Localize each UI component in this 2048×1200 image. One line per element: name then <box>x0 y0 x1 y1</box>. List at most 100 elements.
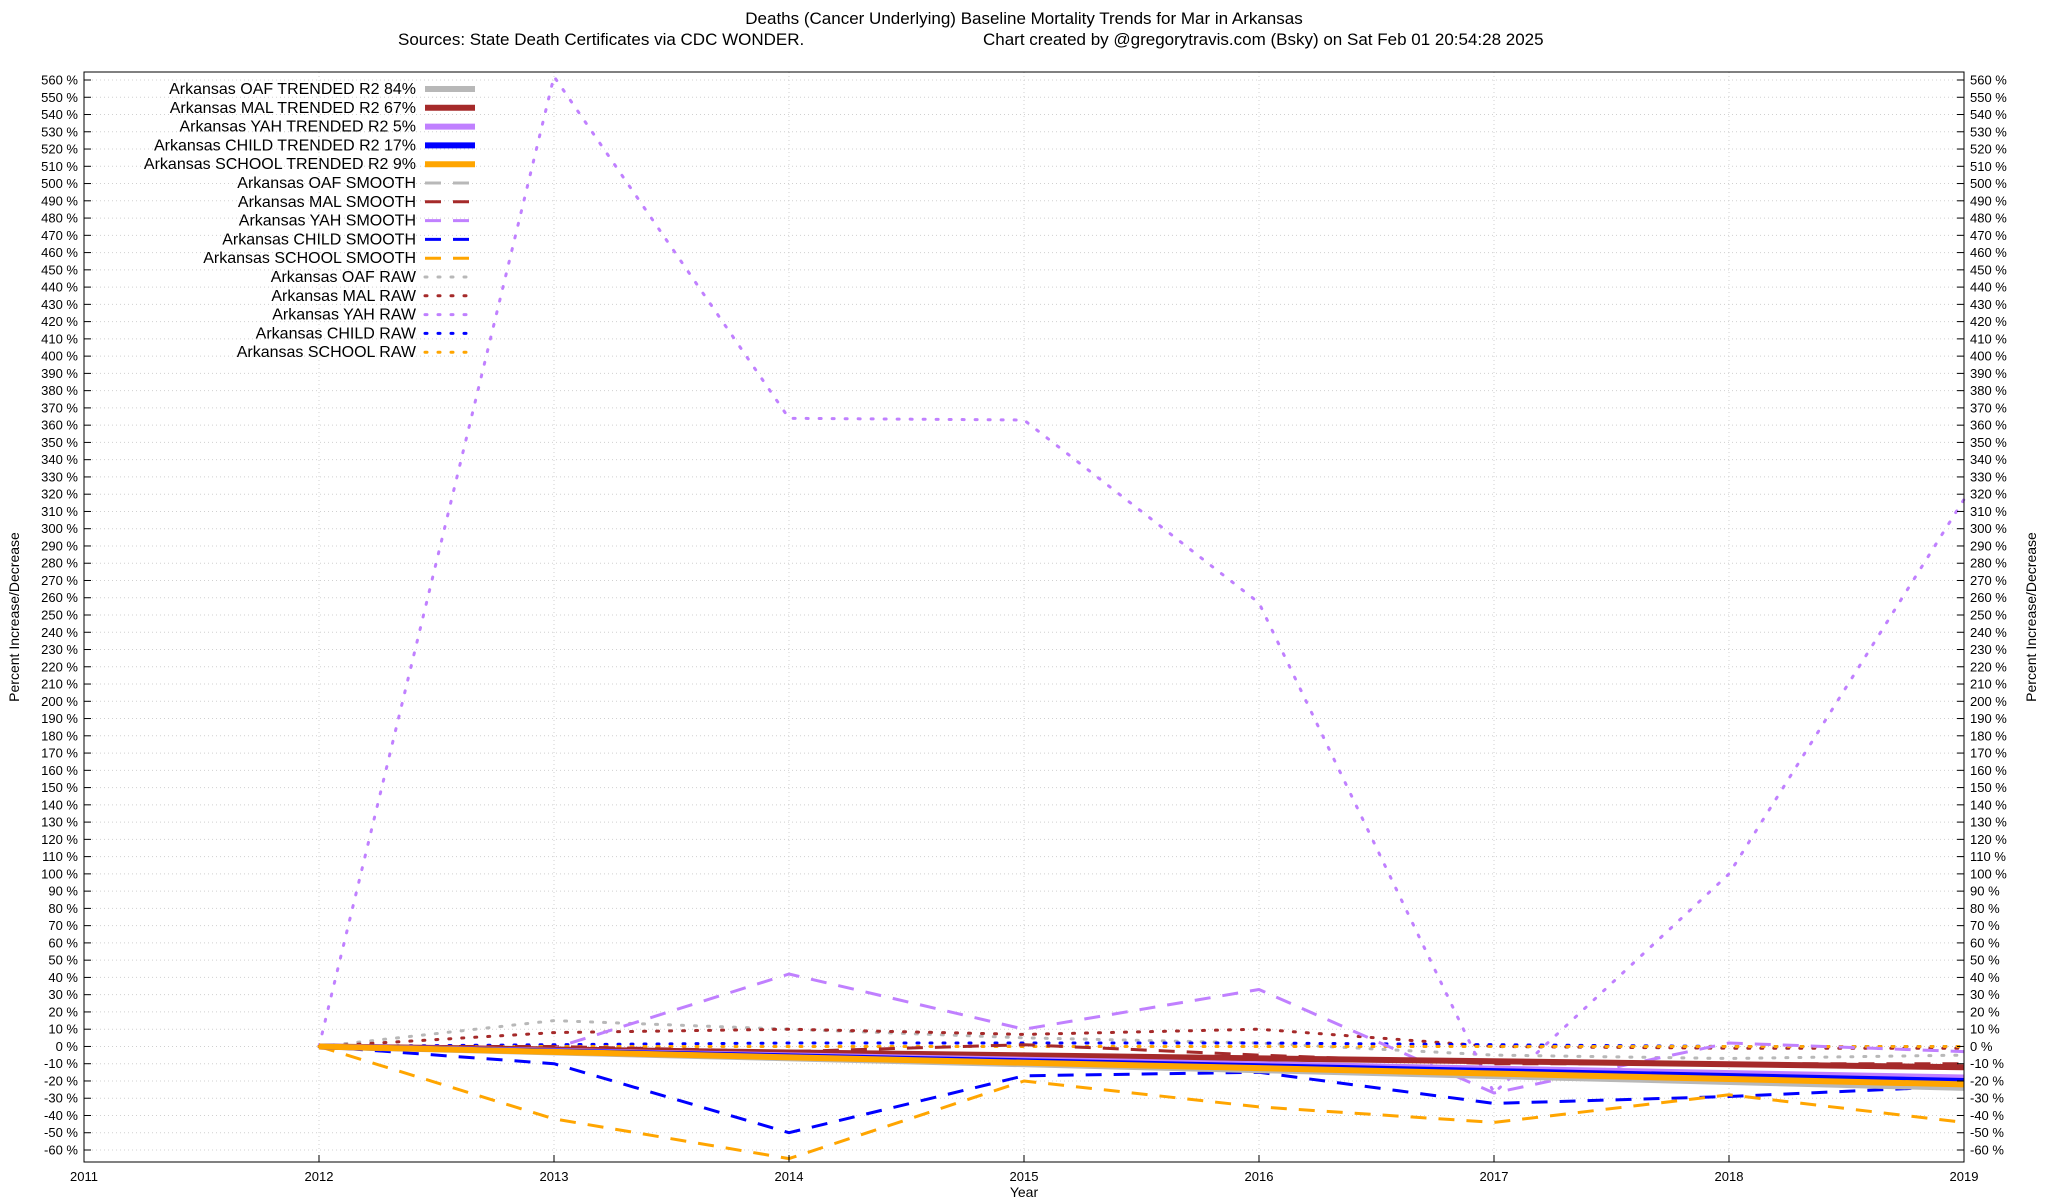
y-tick-label: 300 % <box>41 521 78 536</box>
legend-label: Arkansas YAH RAW <box>272 307 417 324</box>
legend-label: Arkansas OAF TRENDED R2 84% <box>169 81 416 98</box>
series-line-raw-12 <box>317 75 1966 1095</box>
y-tick-label: 450 % <box>41 262 78 277</box>
y2-tick-label: 70 % <box>1970 918 2000 933</box>
y2-tick-label: 440 % <box>1970 280 2007 295</box>
y2-tick-label: 90 % <box>1970 884 2000 899</box>
y-tick-label: -40 % <box>44 1108 78 1123</box>
y2-tick-label: 170 % <box>1970 746 2007 761</box>
y-tick-label: 170 % <box>41 746 78 761</box>
legend-label: Arkansas CHILD RAW <box>256 325 417 342</box>
x-tick-label: 2013 <box>540 1169 569 1184</box>
x-tick-label: 2018 <box>1715 1169 1744 1184</box>
y-tick-label: 420 % <box>41 314 78 329</box>
y-tick-label: 280 % <box>41 556 78 571</box>
y-tick-label: 130 % <box>41 815 78 830</box>
y-tick-label: 370 % <box>41 400 78 415</box>
legend-label: Arkansas SCHOOL SMOOTH <box>203 250 416 267</box>
y2-tick-label: 540 % <box>1970 107 2007 122</box>
y-tick-label: 380 % <box>41 383 78 398</box>
y2-tick-label: 420 % <box>1970 314 2007 329</box>
legend-label: Arkansas OAF RAW <box>271 269 417 286</box>
y-tick-label: 480 % <box>41 211 78 226</box>
y2-tick-label: 240 % <box>1970 625 2007 640</box>
y2-tick-label: 80 % <box>1970 901 2000 916</box>
y-tick-label: 290 % <box>41 538 78 553</box>
legend-label: Arkansas CHILD SMOOTH <box>222 231 416 248</box>
y-tick-label: 270 % <box>41 573 78 588</box>
y2-tick-label: -20 % <box>1970 1073 2004 1088</box>
y-tick-label: 530 % <box>41 124 78 139</box>
y-tick-label: -20 % <box>44 1073 78 1088</box>
y2-tick-label: 520 % <box>1970 142 2007 157</box>
legend-label: Arkansas YAH SMOOTH <box>239 213 416 230</box>
x-tick-label: 2015 <box>1010 1169 1039 1184</box>
legend: Arkansas OAF TRENDED R2 84% Arkansas MAL … <box>144 81 477 361</box>
y-tick-label: 40 % <box>48 970 78 985</box>
y2-tick-label: 510 % <box>1970 159 2007 174</box>
y2-tick-label: 330 % <box>1970 469 2007 484</box>
y-tick-label: 150 % <box>41 780 78 795</box>
y-tick-label: 540 % <box>41 107 78 122</box>
y2-tick-label: 60 % <box>1970 935 2000 950</box>
y-tick-label: 200 % <box>41 694 78 709</box>
y-tick-label: -10 % <box>44 1056 78 1071</box>
y-tick-label: 120 % <box>41 832 78 847</box>
y-tick-label: 330 % <box>41 469 78 484</box>
y-tick-label: 140 % <box>41 797 78 812</box>
y-tick-label: 490 % <box>41 193 78 208</box>
y-tick-label: -60 % <box>44 1143 78 1158</box>
y2-tick-label: 10 % <box>1970 1022 2000 1037</box>
y-tick-label: 500 % <box>41 176 78 191</box>
y2-tick-label: 320 % <box>1970 487 2007 502</box>
y-tick-label: 50 % <box>48 953 78 968</box>
legend-label: Arkansas MAL TRENDED R2 67% <box>170 100 416 117</box>
y2-tick-label: 230 % <box>1970 642 2007 657</box>
series-line-raw-10 <box>317 1019 1966 1060</box>
series-line-smooth-7 <box>318 972 1965 1095</box>
x-tick-label: 2019 <box>1950 1169 1979 1184</box>
y-tick-label: 10 % <box>48 1022 78 1037</box>
y2-tick-label: 360 % <box>1970 418 2007 433</box>
y2-tick-label: 40 % <box>1970 970 2000 985</box>
y2-tick-label: 450 % <box>1970 262 2007 277</box>
series-line-raw-13 <box>317 1041 1966 1048</box>
y2-tick-label: 500 % <box>1970 176 2007 191</box>
chart-subtitle-left: Sources: State Death Certificates via CD… <box>398 30 804 49</box>
y-tick-label: 240 % <box>41 625 78 640</box>
y2-tick-label: 210 % <box>1970 677 2007 692</box>
y-tick-label: -30 % <box>44 1091 78 1106</box>
y2-tick-label: 250 % <box>1970 608 2007 623</box>
y-tick-label: 460 % <box>41 245 78 260</box>
x-tick-label: 2016 <box>1245 1169 1274 1184</box>
series-line-smooth-6 <box>319 1043 1964 1066</box>
x-tick-label: 2011 <box>70 1169 98 1184</box>
legend-label: Arkansas SCHOOL TRENDED R2 9% <box>144 156 416 173</box>
y2-tick-label: 30 % <box>1970 987 2000 1002</box>
y2-tick-label: 20 % <box>1970 1004 2000 1019</box>
y-tick-label: 220 % <box>41 659 78 674</box>
y2-tick-label: 470 % <box>1970 228 2007 243</box>
y-tick-label: 310 % <box>41 504 78 519</box>
series-line-raw-11 <box>317 1027 1966 1050</box>
y-tick-label: 440 % <box>41 280 78 295</box>
y2-tick-label: 550 % <box>1970 90 2007 105</box>
y2-tick-label: 300 % <box>1970 521 2007 536</box>
y2-tick-label: 260 % <box>1970 590 2007 605</box>
series-line-trend-4 <box>318 1043 1965 1088</box>
y-tick-label: 110 % <box>42 849 78 864</box>
y2-tick-label: 150 % <box>1970 780 2007 795</box>
y-tick-label: 180 % <box>41 728 78 743</box>
x-tick-label: 2012 <box>305 1169 334 1184</box>
y2-tick-label: 490 % <box>1970 193 2007 208</box>
grid <box>83 72 1965 1162</box>
series-line-smooth-9 <box>318 1045 1965 1161</box>
y-tick-label: 20 % <box>48 1004 78 1019</box>
y2-tick-label: 370 % <box>1970 400 2007 415</box>
y-tick-label: 60 % <box>48 935 78 950</box>
legend-label: Arkansas OAF SMOOTH <box>237 175 416 192</box>
y2-tick-label: 50 % <box>1970 953 2000 968</box>
y2-tick-label: -60 % <box>1970 1143 2004 1158</box>
y-tick-label: 560 % <box>41 73 78 88</box>
